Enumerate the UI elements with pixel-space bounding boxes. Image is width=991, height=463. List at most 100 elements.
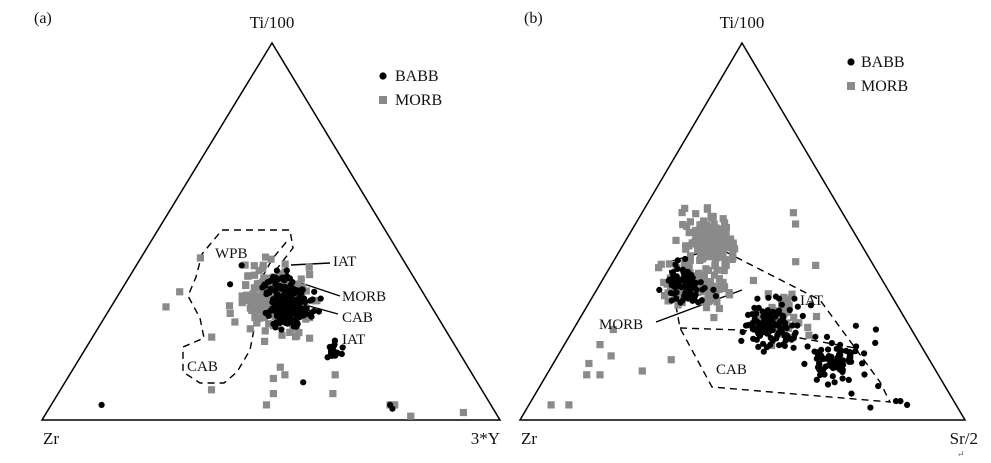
panel-a-morb-point-267 — [281, 371, 289, 379]
panel-b-babb-point-275 — [872, 326, 880, 333]
panel-b-boundary-iat-cab — [667, 247, 892, 403]
panel-a-morb-point-3 — [251, 314, 259, 322]
panel-b-field-label-iat: IAT — [800, 293, 823, 309]
panel-b-babb-point-214 — [818, 346, 825, 353]
panel-b-babb-point-215 — [811, 348, 818, 355]
panel-b-babb-point-31 — [699, 286, 706, 293]
panel-a-morb-point-192 — [306, 334, 314, 342]
panel-b-babb-point-54 — [692, 279, 699, 287]
panel-a-babb-point-97 — [311, 288, 318, 295]
panel-b-morb-point-51 — [721, 219, 729, 227]
panel-b-morb-point-252 — [712, 249, 720, 257]
panel-b-babb-point-128 — [759, 308, 766, 315]
panel-a-morb-point-264 — [262, 401, 271, 409]
panel-b-babb-point-170 — [745, 311, 752, 318]
panel-b-babb-point-196 — [861, 371, 868, 378]
panel-b-babb-point-73 — [689, 284, 696, 291]
panel-a-field-label-iat-upper: IAT — [333, 254, 356, 270]
panel-b-morb-point-260 — [665, 260, 673, 268]
panel-b-morb-point-153 — [715, 275, 723, 283]
panel-b-morb-point-268 — [694, 269, 703, 277]
panel-b-babb-point-67 — [673, 295, 680, 302]
panel-a-babb-point-168 — [294, 320, 301, 327]
panel-b-morb-point-91 — [698, 248, 706, 256]
panel-b-morb-point-313 — [583, 371, 591, 379]
panel-b-babb-point-49 — [712, 293, 720, 300]
panel-b-morb-point-258 — [713, 266, 721, 274]
panel-b-babb-point-176 — [751, 316, 758, 323]
panel-a-babb-point-165 — [284, 309, 291, 316]
panel-b-babb-point-177 — [763, 325, 770, 332]
panel-a-morb-point-65 — [226, 309, 234, 317]
panel-a-morb-point-6 — [251, 271, 259, 279]
panel-b-morb-point-234 — [704, 298, 712, 306]
panel-b-babb-point-109 — [789, 322, 796, 329]
panel-b-babb-point-264 — [825, 346, 832, 353]
panel-a-morb-point-276 — [331, 371, 339, 379]
panel-b-babb-point-137 — [742, 322, 750, 329]
panel-b-morb-point-70 — [712, 254, 720, 262]
panel-a-morb-point-268 — [276, 363, 284, 371]
panel-b-morb-point-230 — [674, 301, 682, 309]
panel-a-data-marks — [98, 253, 467, 420]
panel-b-babb-point-173 — [774, 332, 781, 339]
panel-a-morb-point-212 — [241, 261, 249, 269]
panel-b-babb-point-160 — [739, 329, 746, 336]
panel-a-vertex-right: 3*Y — [471, 429, 500, 448]
panel-b-babb-point-245 — [861, 350, 868, 357]
panel-b-babb-point-266 — [823, 333, 831, 340]
panel-b-morb-point-322 — [678, 209, 686, 217]
panel-b-morb-point-255 — [685, 262, 693, 270]
panel-b-babb-point-134 — [778, 301, 786, 308]
panel-a-morb-point-244 — [269, 291, 277, 299]
panel-b-vertex-top: Ti/100 — [720, 13, 765, 32]
panel-b-babb-point-157 — [765, 294, 772, 301]
panel-a-field-label-morb: MORB — [342, 289, 386, 305]
panel-b-morb-point-34 — [727, 235, 735, 243]
panel-b-babb-point-70 — [674, 257, 681, 264]
panel-a-babb-point-203 — [283, 267, 290, 274]
panel-a-babb-point-196 — [273, 267, 280, 274]
panel-a-morb-point-261 — [459, 408, 467, 417]
panel-b-babb-point-48 — [710, 286, 717, 293]
panel-a-morb-point-265 — [269, 390, 277, 398]
panel-a-babb-point-202 — [286, 275, 293, 282]
panel-b-morb-point-279 — [783, 295, 792, 303]
panel-b-morb-point-147 — [706, 236, 714, 244]
panel-b-babb-point-74 — [673, 279, 680, 286]
panel-b-morb-point-232 — [725, 289, 733, 297]
panel-b-morb-point-36 — [721, 236, 729, 244]
panel-a-morb-point-245 — [255, 306, 263, 314]
panel-a-field-label-cab-left: CAB — [187, 359, 218, 375]
panel-b-morb-point-100 — [728, 255, 736, 263]
panel-b-babb-point-261 — [852, 348, 859, 355]
panel-b-morb-point-146 — [715, 239, 723, 248]
panel-b-babb-point-163 — [764, 307, 771, 314]
panel-a-morb-point-166 — [238, 292, 246, 300]
panel-b-babb-point-258 — [813, 376, 820, 383]
panel-b-babb-point-202 — [828, 340, 836, 347]
panel-a: (a) Ti/100 Zr 3*Y WPB IAT MORB CAB IAT C… — [34, 10, 502, 448]
panel-b-babb-point-133 — [767, 334, 774, 342]
panel-b-morb-point-164 — [702, 265, 710, 273]
panel-a-morb-point-98 — [225, 302, 234, 310]
panel-b-babb-point-241 — [831, 379, 838, 386]
panel-a-babb-point-169 — [295, 313, 302, 320]
panel-a-babb-point-186 — [326, 343, 333, 351]
panel-a-morb-point-151 — [306, 271, 314, 279]
panel-b-morb-point-314 — [607, 352, 615, 360]
panel-b-babb-point-182 — [764, 330, 771, 337]
panel-a-morb-point-69 — [242, 281, 250, 290]
panel-a-babb-point-122 — [285, 318, 292, 325]
panel-a-babb-point-226 — [300, 379, 307, 386]
panel-a-babb-point-185 — [334, 349, 341, 356]
panel-b-morb-point-145 — [704, 243, 712, 251]
panel-a-morb-point-162 — [250, 291, 258, 299]
panel-a-morb-point-93 — [246, 325, 254, 333]
panel-b-legend-label-babb: BABB — [861, 54, 905, 71]
panel-b-babb-point-259 — [816, 361, 823, 368]
panel-b-babb-point-71 — [670, 272, 677, 279]
panel-b-babb-point-223 — [812, 333, 819, 340]
panel-a-legend-label-morb: MORB — [395, 92, 442, 109]
